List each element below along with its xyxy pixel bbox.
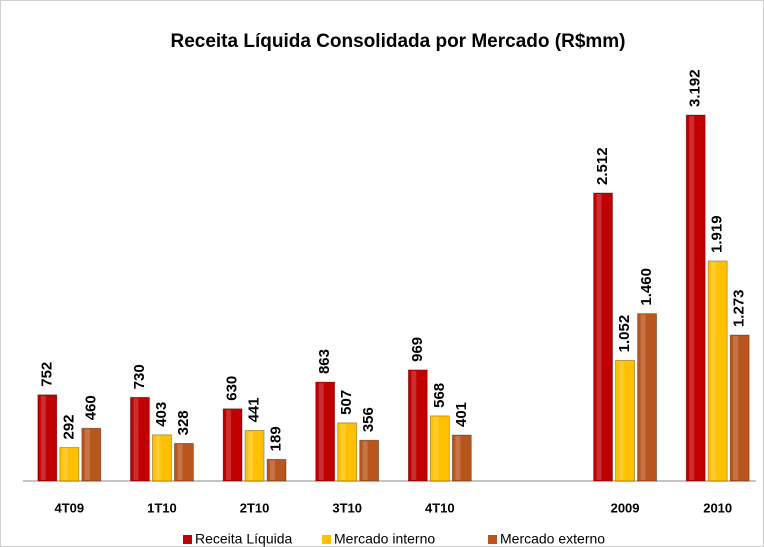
- bar: [222, 408, 243, 482]
- bar-shine: [155, 435, 161, 480]
- data-label: 752: [38, 362, 55, 387]
- bar-shine: [133, 398, 139, 480]
- data-label: 2.512: [594, 147, 611, 185]
- legend-label: Mercado interno: [334, 531, 435, 547]
- bar: [407, 369, 428, 482]
- data-label: 568: [431, 383, 448, 408]
- data-label: 1.460: [638, 268, 655, 306]
- bar: [315, 381, 336, 482]
- bar-shine: [455, 436, 461, 480]
- bar: [266, 458, 287, 482]
- x-tick-label: 4T10: [425, 500, 455, 515]
- bar-shine: [318, 383, 324, 480]
- data-label: 507: [338, 390, 355, 415]
- bar: [152, 434, 172, 482]
- bar: [637, 313, 657, 482]
- x-tick-label: 2T10: [240, 500, 270, 515]
- bar-shine: [40, 395, 46, 480]
- bar-shine: [84, 429, 90, 480]
- data-label: 969: [409, 337, 426, 362]
- bar: [244, 430, 265, 482]
- bar: [81, 427, 102, 482]
- data-label: 630: [224, 376, 241, 401]
- bar-shine: [177, 444, 183, 480]
- legend-label: Receita Líquida: [195, 531, 293, 547]
- legend-swatch: [322, 535, 331, 544]
- bar-shine: [226, 409, 232, 480]
- data-label: 1.052: [616, 315, 633, 353]
- data-label: 460: [82, 395, 99, 420]
- bar: [707, 260, 728, 482]
- bar-shine: [596, 193, 602, 481]
- bar-shine: [733, 336, 739, 480]
- legend-label: Mercado externo: [500, 531, 605, 547]
- bar: [37, 394, 58, 482]
- bar-shine: [270, 460, 276, 480]
- data-label: 1.919: [709, 215, 726, 253]
- bar: [615, 359, 635, 482]
- bar-shine: [618, 361, 624, 480]
- bar: [359, 439, 380, 482]
- bar: [59, 447, 80, 482]
- chart-title: Receita Líquida Consolidada por Mercado …: [170, 31, 625, 52]
- data-label: 441: [246, 397, 263, 422]
- x-tick-label: 2009: [611, 500, 640, 515]
- data-label: 292: [60, 414, 77, 439]
- data-label: 403: [153, 402, 170, 427]
- x-tick-label: 2010: [703, 500, 732, 515]
- data-label: 328: [175, 410, 192, 435]
- data-label: 1.273: [731, 289, 748, 327]
- bar-shine: [689, 116, 695, 480]
- legend-swatch: [488, 535, 497, 544]
- data-label: 189: [268, 426, 285, 451]
- x-tick-label: 1T10: [147, 500, 177, 515]
- bar-shine: [62, 448, 68, 480]
- x-tick-label: 3T10: [332, 500, 362, 515]
- bar: [337, 422, 358, 482]
- bar: [593, 192, 613, 482]
- bar: [451, 434, 472, 482]
- bar-shine: [362, 441, 368, 480]
- legend-swatch: [183, 535, 192, 544]
- data-label: 356: [360, 407, 377, 432]
- bar-shine: [711, 261, 717, 480]
- bar: [429, 415, 450, 482]
- data-label: 863: [316, 349, 333, 374]
- bar-shine: [248, 431, 254, 480]
- bar-shine: [340, 423, 346, 480]
- bar-shine: [411, 370, 417, 480]
- bar: [729, 334, 750, 482]
- data-label: 730: [131, 364, 148, 389]
- x-tick-label: 4T09: [54, 500, 84, 515]
- bar: [685, 114, 706, 482]
- bar: [174, 442, 194, 482]
- data-label: 401: [453, 402, 470, 427]
- bar-shine: [433, 416, 439, 480]
- data-label: 3.192: [687, 69, 704, 107]
- bar-shine: [640, 314, 646, 480]
- bar: [130, 396, 150, 482]
